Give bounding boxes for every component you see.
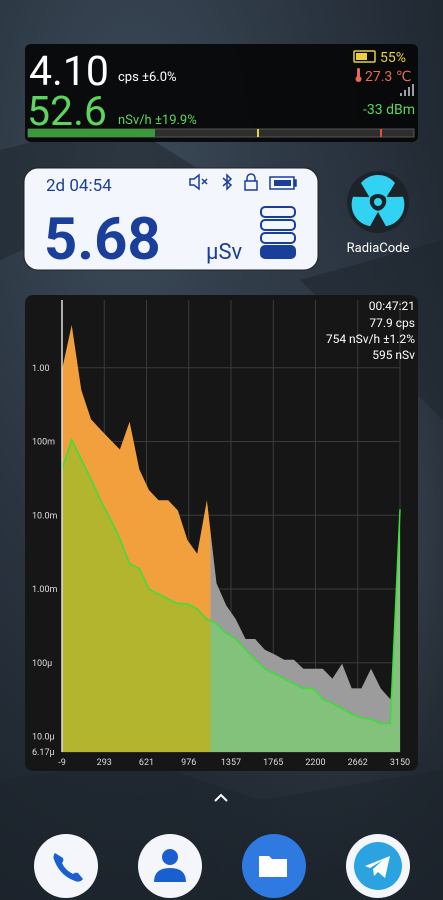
app-icon (34, 834, 98, 898)
y-tick-label: 10.0m (32, 511, 58, 521)
spectrum-plot: 1.00 100m 10.0m 1.00m 100µ 10.0µ 6.17µ-9 293 621… (32, 300, 410, 768)
x-tick-label: 3150 (390, 758, 410, 768)
dosimeter-widget[interactable]: 2d 04:54 5.68 μSv (23, 167, 319, 274)
battery-icon (353, 50, 376, 63)
status-icons (189, 173, 297, 191)
dose-unit: μSv (206, 240, 243, 265)
dock (34, 834, 410, 898)
y-tick-label: 100µ (32, 659, 52, 669)
dose: 595 nSv (372, 348, 415, 362)
telegram-glyph (365, 856, 390, 878)
thermometer-icon (357, 68, 360, 78)
spectrum-line (61, 437, 401, 725)
contacts-app[interactable] (138, 834, 202, 898)
level-marker (257, 129, 259, 137)
phone-glyph (53, 853, 83, 882)
battery: 55% (380, 50, 406, 66)
app-label: RadiaCode (347, 241, 410, 256)
widget-bg (25, 44, 418, 142)
level-bar-fill (28, 129, 155, 137)
contact-head (162, 849, 178, 865)
count-unit: cps ±6.0% (118, 70, 177, 85)
x-tick-label: 2200 (305, 758, 325, 768)
widget-bg (23, 167, 319, 271)
x-tick-label: -9 (58, 758, 66, 768)
app-drawer-chevron[interactable] (214, 793, 228, 802)
app-icon (138, 834, 202, 898)
dose-unit: nSv/h ±19.9% (118, 113, 197, 128)
spectrum-widget[interactable]: 1.00 100m 10.0m 1.00m 100µ 10.0µ 6.17µ-9 293 621… (25, 295, 418, 771)
contact-body (154, 868, 186, 882)
elapsed-time: 00:47:21 (369, 299, 415, 313)
telegram-app[interactable] (346, 834, 410, 898)
temperature: 27.3 ℃ (365, 69, 412, 85)
files-app[interactable] (242, 834, 306, 898)
dose-rate: 754 nSv/h ±1.2% (326, 332, 415, 346)
level-marker (380, 129, 382, 137)
y-tick-label: 1.00m (32, 585, 58, 595)
phone-app[interactable] (34, 834, 98, 898)
signal: -33 dBm (363, 102, 415, 118)
y-tick-label: 100m (32, 438, 55, 448)
signal-icon (400, 84, 414, 96)
dose-scale-icon (260, 206, 296, 259)
dose-rate: 52.6 (27, 88, 107, 136)
x-tick-label: 1765 (263, 758, 283, 768)
status-widget[interactable]: 4.10 cps ±6.0% 52.6 nSv/h ±19.9% 55% 27.… (25, 44, 418, 142)
count-rate: 77.9 cps (369, 316, 415, 330)
x-tick-label: 2662 (348, 758, 368, 768)
battery-level (356, 53, 367, 60)
trefoil (351, 174, 405, 227)
elapsed-time: 2d 04:54 (46, 176, 112, 196)
battery-level (274, 180, 291, 186)
y-tick-label: 10.0µ (32, 733, 55, 743)
x-tick-label: 621 (139, 758, 154, 768)
dose: 5.68 (44, 206, 161, 274)
thermometer-bulb (355, 76, 362, 82)
x-tick-label: 293 (97, 758, 112, 768)
folder-glyph (259, 856, 287, 877)
x-tick-label: 1357 (221, 758, 241, 768)
count-rate: 4.10 (29, 48, 109, 96)
spectrum-area (62, 439, 400, 752)
x-tick-label: 976 (181, 758, 196, 768)
radiacode-app[interactable]: RadiaCode (346, 171, 410, 256)
y-tick-label: 1.00 (32, 364, 50, 374)
y-tick-label: 6.17µ (32, 748, 55, 758)
